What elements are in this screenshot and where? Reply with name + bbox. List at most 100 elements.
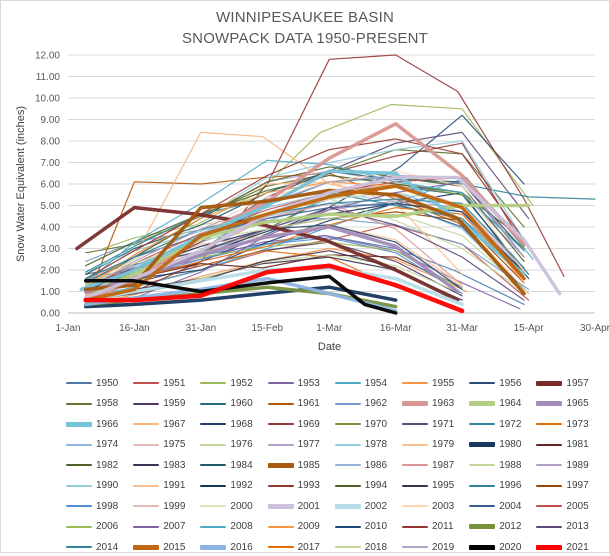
legend-item-2015: 2015 <box>133 538 185 556</box>
legend-label: 1950 <box>96 377 119 389</box>
legend-label: 1974 <box>96 439 119 450</box>
series-line-1980 <box>83 285 398 309</box>
legend-swatch <box>536 544 563 550</box>
legend-item-2008: 2008 <box>200 518 253 536</box>
legend-swatch <box>334 525 361 528</box>
y-tick-label: 11.00 <box>36 72 61 83</box>
legend-swatch <box>469 544 496 550</box>
legend-item-1974: 1974 <box>66 436 118 454</box>
legend-label: 1964 <box>499 398 522 409</box>
legend-swatch <box>133 423 160 425</box>
legend-swatch <box>66 382 92 384</box>
series-line-2007 <box>85 181 525 308</box>
legend-item-1980: 1980 <box>469 436 521 454</box>
series-line-1994 <box>85 166 525 286</box>
legend-label: 1999 <box>163 500 186 512</box>
legend-swatch <box>469 464 496 466</box>
legend-item-1982: 1982 <box>66 456 118 474</box>
legend-item-1985: 1985 <box>267 456 320 474</box>
legend-swatch <box>200 484 227 487</box>
x-tick-label: 15-Apr <box>514 323 545 334</box>
legend-label: 2001 <box>297 500 320 512</box>
legend-label: 2009 <box>297 521 320 532</box>
y-tick-label: 10.00 <box>35 94 60 105</box>
legend-swatch <box>469 505 496 507</box>
legend-label: 2016 <box>230 541 253 553</box>
legend-label: 1959 <box>163 398 186 409</box>
series-line-1969 <box>85 54 565 299</box>
legend-label: 1994 <box>364 480 388 491</box>
y-tick-label: 4.00 <box>41 223 61 234</box>
legend-label: 2020 <box>499 541 522 553</box>
legend-item-1983: 1983 <box>133 456 185 474</box>
legend-item-1963: 1963 <box>402 395 454 413</box>
legend-swatch <box>536 380 563 386</box>
legend-swatch <box>66 525 92 528</box>
legend-label: 2013 <box>566 521 589 532</box>
legend-swatch <box>402 443 428 446</box>
legend-label: 1988 <box>499 459 522 471</box>
series-line-2021 <box>83 263 465 314</box>
legend-item-2000: 2000 <box>200 497 253 515</box>
legend-label: 1991 <box>163 480 186 491</box>
legend-item-1992: 1992 <box>200 477 253 495</box>
legend-item-2005: 2005 <box>536 497 589 515</box>
legend-swatch <box>536 525 563 528</box>
legend-label: 1996 <box>499 480 522 491</box>
legend-label: 1979 <box>432 439 455 450</box>
y-tick-label: 3.00 <box>41 244 61 255</box>
legend-label: 1985 <box>297 459 320 471</box>
legend-item-1994: 1994 <box>334 477 388 495</box>
series-line-1964 <box>83 203 531 300</box>
legend-label: 1977 <box>297 439 320 450</box>
legend-item-1962: 1962 <box>334 395 388 413</box>
legend-item-1998: 1998 <box>66 497 118 515</box>
legend-swatch <box>402 464 428 466</box>
legend-label: 2019 <box>432 541 455 553</box>
legend-item-1957: 1957 <box>536 374 589 392</box>
legend-swatch <box>66 505 92 507</box>
legend-label: 2002 <box>364 500 388 512</box>
legend-item-1989: 1989 <box>536 456 589 474</box>
legend-swatch <box>267 443 294 446</box>
legend-swatch <box>133 464 160 466</box>
legend-swatch <box>402 382 428 384</box>
legend-label: 1962 <box>364 398 388 409</box>
legend-item-2017: 2017 <box>267 538 320 556</box>
legend-swatch <box>334 546 361 548</box>
legend-item-1988: 1988 <box>469 456 521 474</box>
legend-item-1968: 1968 <box>200 415 253 433</box>
legend-label: 1984 <box>230 459 253 471</box>
legend-label: 1980 <box>499 439 522 450</box>
chart-title: WINNIPESAUKEE BASIN <box>215 9 394 26</box>
legend-swatch <box>200 464 227 466</box>
legend-item-1960: 1960 <box>200 395 253 413</box>
legend-swatch <box>133 402 160 405</box>
legend-swatch <box>267 484 294 487</box>
y-tick-label: 12.00 <box>35 51 60 62</box>
legend-label: 2021 <box>566 541 589 553</box>
legend-swatch <box>334 443 361 446</box>
legend-swatch <box>334 423 361 425</box>
legend-item-2018: 2018 <box>334 538 387 556</box>
legend-item-2004: 2004 <box>469 497 521 515</box>
legend-item-1987: 1987 <box>402 456 454 474</box>
x-tick-label: 1-Jan <box>55 323 80 334</box>
legend-label: 1975 <box>163 439 186 450</box>
legend-swatch <box>133 443 160 446</box>
x-tick-label: 15-Feb <box>251 323 283 334</box>
x-tick-label: 31-Jan <box>186 323 217 334</box>
legend-swatch <box>267 503 294 509</box>
legend-swatch <box>200 544 227 550</box>
legend-item-1973: 1973 <box>536 415 589 433</box>
legend-swatch <box>402 401 428 406</box>
legend-item-1986: 1986 <box>334 456 387 474</box>
y-tick-label: 1.00 <box>41 287 61 298</box>
legend-item-1972: 1972 <box>469 415 521 433</box>
legend-swatch <box>402 525 428 528</box>
legend-item-1979: 1979 <box>402 436 454 454</box>
legend-swatch <box>469 401 496 406</box>
legend-swatch <box>200 423 227 425</box>
x-tick-label: 31-Mar <box>446 323 478 334</box>
legend-item-1997: 1997 <box>536 477 589 495</box>
